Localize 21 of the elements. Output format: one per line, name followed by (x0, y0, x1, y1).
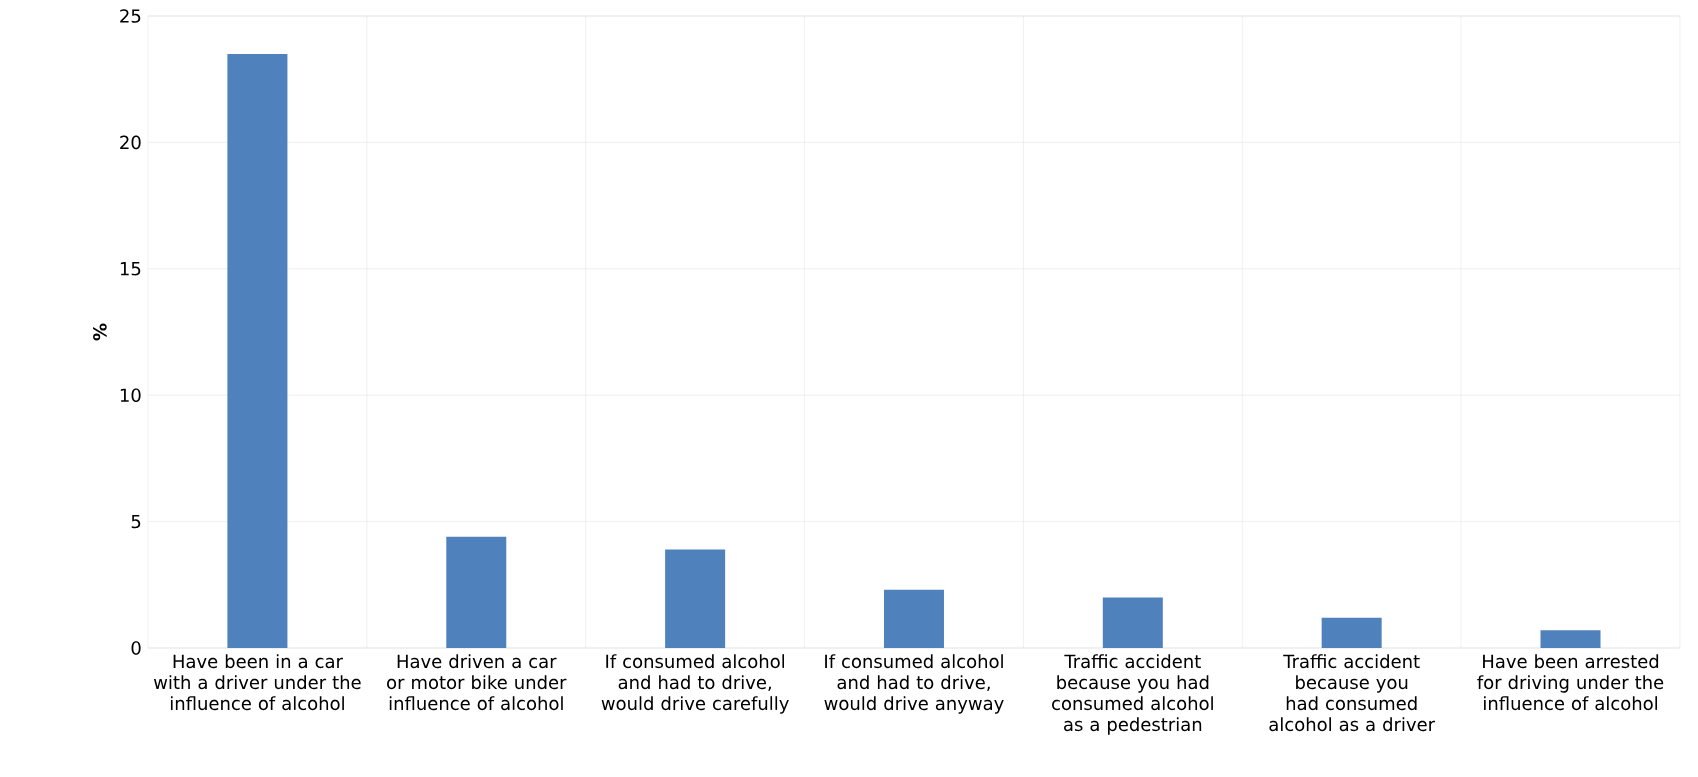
x-tick-label: If consumed alcohol and had to drive, would drive carefully (601, 654, 789, 714)
y-tick-label: 25 (120, 9, 141, 23)
y-tick-label: 20 (120, 135, 141, 150)
y-tick-label: 15 (120, 262, 141, 276)
y-tick-label: 0 (131, 641, 141, 655)
bar (1102, 597, 1163, 648)
y-tick-label: 10 (120, 388, 141, 402)
x-tick-label: Traffic accident because you had consumed alcohol as a driver (1269, 654, 1436, 732)
bar (1321, 617, 1382, 648)
bar (883, 589, 944, 648)
x-tick-label: Traffic accident because you had consumed alcohol as a pedestrian (1052, 654, 1213, 735)
bar (227, 53, 288, 648)
bar (446, 536, 507, 648)
x-tick-label: If consumed alcohol and had to drive, would drive anyway (824, 654, 1004, 714)
y-tick-label: 5 (131, 514, 141, 529)
bar (665, 549, 726, 648)
x-tick-label: Have been arrested for driving under the influence of alcohol (1477, 654, 1664, 711)
y-axis-title: % (93, 323, 107, 341)
x-tick-label: Have driven a car or motor bike under influence of alcohol (387, 654, 567, 711)
bar (1540, 630, 1601, 648)
x-tick-label: Have been in a car with a driver under the influence of alcohol (153, 654, 361, 711)
